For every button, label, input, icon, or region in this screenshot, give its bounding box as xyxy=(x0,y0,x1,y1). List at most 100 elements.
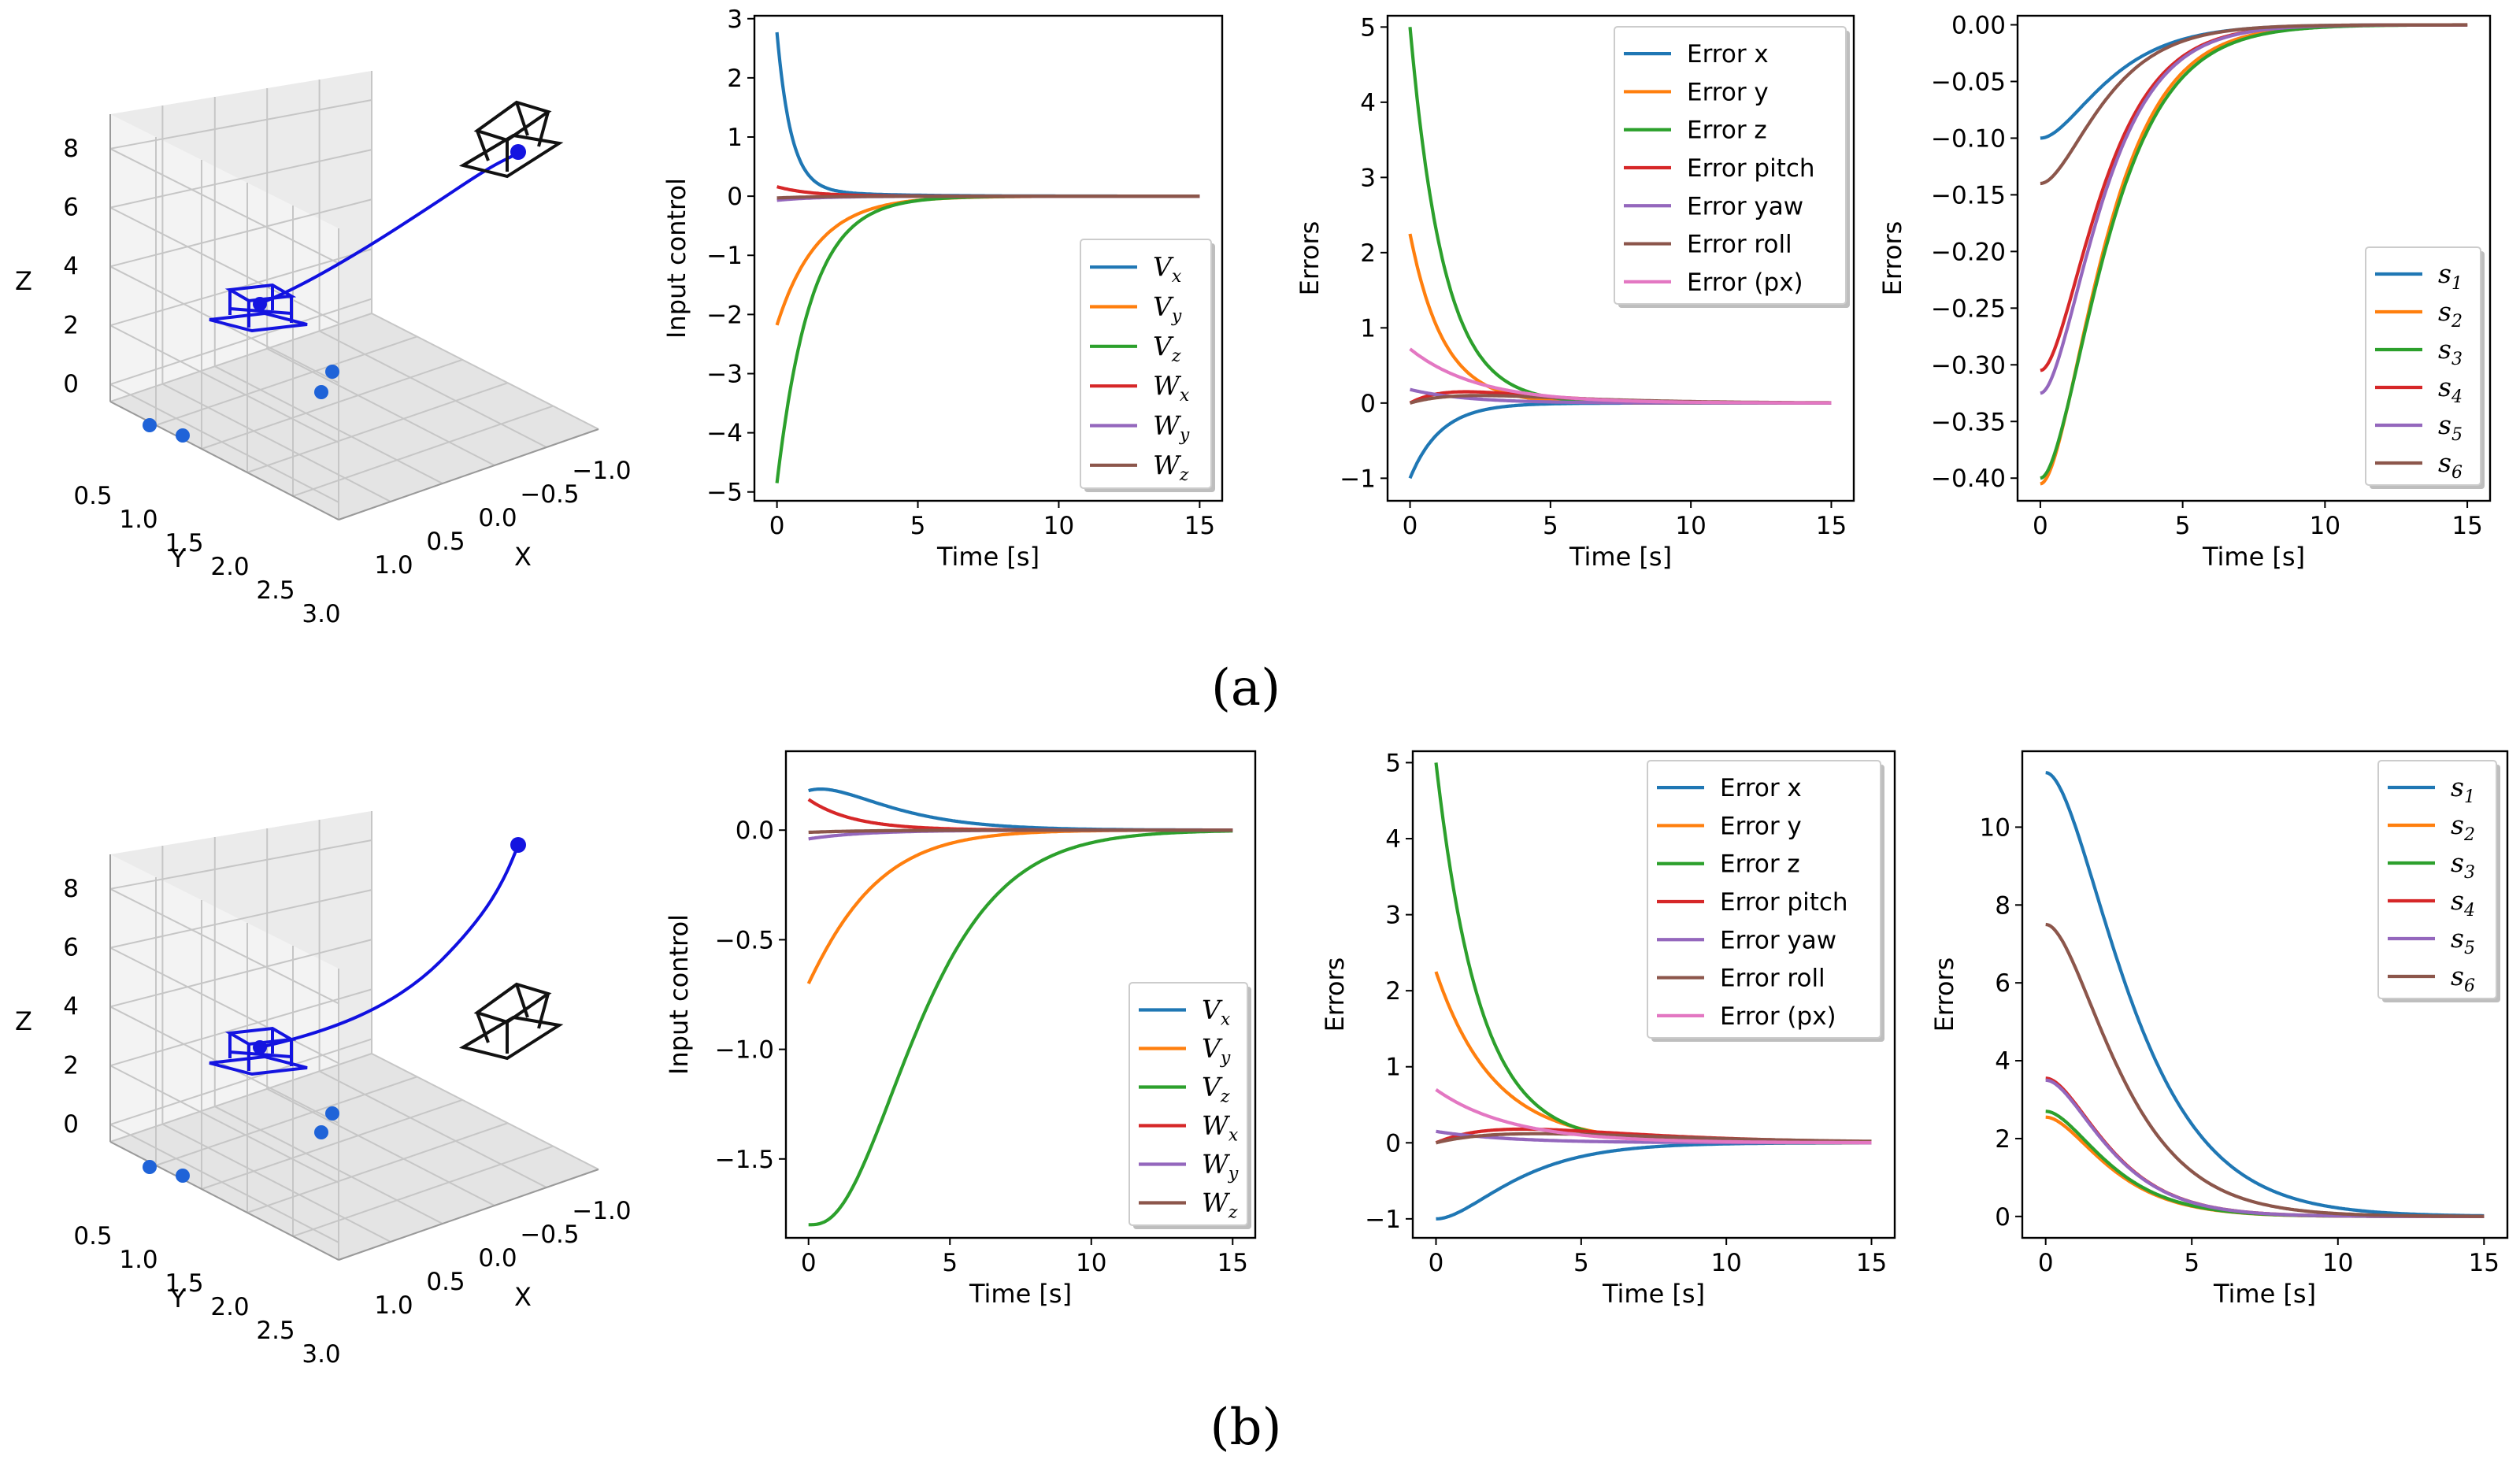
y-tick-label: 2.5 xyxy=(256,576,295,605)
feature-point xyxy=(314,385,328,399)
y-axis-label: Errors xyxy=(1320,958,1350,1032)
grid-line xyxy=(109,98,372,150)
legend-label: Error x xyxy=(1720,774,1802,802)
legend-box xyxy=(2377,760,2497,999)
series-line-s-6 xyxy=(2045,922,2485,1218)
camera-start xyxy=(209,1026,308,1076)
legend-label: Error z xyxy=(1720,850,1800,879)
legend-label: s6 xyxy=(2451,961,2475,996)
y-tick-label: 10 xyxy=(1980,813,2010,842)
x-tick-label: 0 xyxy=(769,512,785,540)
grid-line xyxy=(109,149,372,209)
x-tick-label: 5 xyxy=(910,512,926,540)
legend-label: Vx xyxy=(1153,251,1182,287)
trajectory-3d-plot-b: 024680.51.01.52.02.53.01.00.50.0−0.5−1.0… xyxy=(15,811,632,1369)
x-tick-label: −1.0 xyxy=(572,457,631,485)
axes-frame xyxy=(784,750,1257,1239)
x-axis-label: X xyxy=(514,542,532,572)
grid-line xyxy=(266,347,495,466)
x-tick-label: 5 xyxy=(2175,512,2191,540)
camera-start-center xyxy=(253,1040,267,1054)
grid-line xyxy=(292,1145,554,1237)
x-tick-label: 0 xyxy=(2038,1249,2054,1277)
z-axis-label: Z xyxy=(15,266,32,296)
legend-label: Error y xyxy=(1687,78,1769,106)
series-line-v-x xyxy=(775,31,1200,198)
legend-label-subscript: 1 xyxy=(2451,274,2463,294)
legend-label-subscript: y xyxy=(1171,307,1182,327)
series-line-s-1 xyxy=(2045,771,2485,1218)
trajectory-line xyxy=(259,844,520,1049)
legend-box xyxy=(1614,26,1847,305)
camera-end-top xyxy=(473,982,552,1024)
x-axis-label: Time [s] xyxy=(2202,542,2305,572)
z-tick-label: 0 xyxy=(63,1110,79,1139)
y-tick-label: 2.0 xyxy=(210,553,249,581)
legend-label-subscript: 2 xyxy=(2451,312,2463,332)
y-tick-label: 1.5 xyxy=(165,1269,203,1298)
camera-end-center xyxy=(510,837,526,853)
legend-label-subscript: 4 xyxy=(2463,901,2475,921)
grid-line xyxy=(214,365,443,484)
feature-point xyxy=(176,1169,190,1183)
legend-box xyxy=(2365,246,2481,486)
x-tick-label: 0.0 xyxy=(478,1244,517,1273)
y-tick-label: −2 xyxy=(706,301,743,329)
y-tick-label: 2.0 xyxy=(210,1293,249,1321)
z-tick-label: 4 xyxy=(63,252,79,280)
x-axis-line xyxy=(338,428,599,520)
x-tick-label: 1.0 xyxy=(374,1291,413,1320)
y-tick-label: −0.5 xyxy=(715,926,774,954)
legend-label-subscript: 6 xyxy=(2464,976,2475,996)
y-tick-label: 2 xyxy=(1360,239,1376,268)
x-tick-label: 5 xyxy=(1543,512,1558,540)
y-tick-label: −0.25 xyxy=(1931,295,2006,323)
series-line-error-x xyxy=(1408,401,1832,480)
camera-end-base xyxy=(458,133,564,179)
y-tick-label: 5 xyxy=(1360,13,1376,42)
trajectory-3d-plot-a: 024680.51.01.52.02.53.01.00.50.0−0.5−1.0… xyxy=(15,71,632,628)
x-tick-label: 10 xyxy=(1043,512,1074,540)
y-tick-label: −1 xyxy=(1365,1206,1401,1234)
y-tick-label: −0.20 xyxy=(1931,238,2006,266)
legend-label-subscript: 3 xyxy=(2464,863,2475,883)
camera-end xyxy=(458,982,564,1061)
legend-label: Vy xyxy=(1202,1033,1231,1069)
camera-end-edge xyxy=(515,102,529,136)
series-line-s-5 xyxy=(2045,1078,2485,1218)
y-axis-label: Errors xyxy=(1295,221,1325,296)
grid-line xyxy=(109,1065,339,1184)
y-tick-label: 4 xyxy=(1385,825,1401,854)
feature-point xyxy=(325,1106,339,1121)
series-line-s-4 xyxy=(2045,1076,2485,1218)
legend-label-subscript: 1 xyxy=(2464,787,2475,807)
x-axis-label: Time [s] xyxy=(969,1279,1072,1309)
x-tick-label: 10 xyxy=(1710,1249,1741,1277)
axes-frame xyxy=(2021,750,2509,1239)
series-lines xyxy=(1434,762,1872,1221)
y-tick-label: −0.15 xyxy=(1931,181,2006,209)
grid-line xyxy=(155,335,417,426)
y-tick-label: −0.10 xyxy=(1931,124,2006,153)
y-tick-label: −0.40 xyxy=(1931,465,2006,493)
y-tick-label: 1 xyxy=(727,124,743,152)
camera-end-edge xyxy=(476,1012,490,1043)
y-tick-label: 3 xyxy=(1360,164,1376,192)
camera-end xyxy=(458,100,564,179)
legend-label-subscript: y xyxy=(1228,1165,1239,1184)
trajectory-line xyxy=(258,151,520,306)
z-tick-label: 8 xyxy=(63,875,79,903)
grid-line xyxy=(109,1038,372,1126)
legend-label: Error yaw xyxy=(1687,192,1803,220)
x-tick-label: 15 xyxy=(2469,1249,2500,1277)
legend-label: Error pitch xyxy=(1720,888,1848,917)
grid-line xyxy=(109,147,339,265)
grid-line xyxy=(371,1053,599,1170)
z-axis-label: Z xyxy=(15,1006,32,1036)
camera-start-center xyxy=(253,297,267,311)
chart-a-input: 0 5 10 15 −5 −4 −3 −2 −1 0 1 2 3 Time [s] Input contro… xyxy=(662,6,1224,572)
series-line-error-x xyxy=(1436,1141,1872,1221)
y-tick-label: −4 xyxy=(706,420,743,448)
floor-pane xyxy=(110,313,598,520)
